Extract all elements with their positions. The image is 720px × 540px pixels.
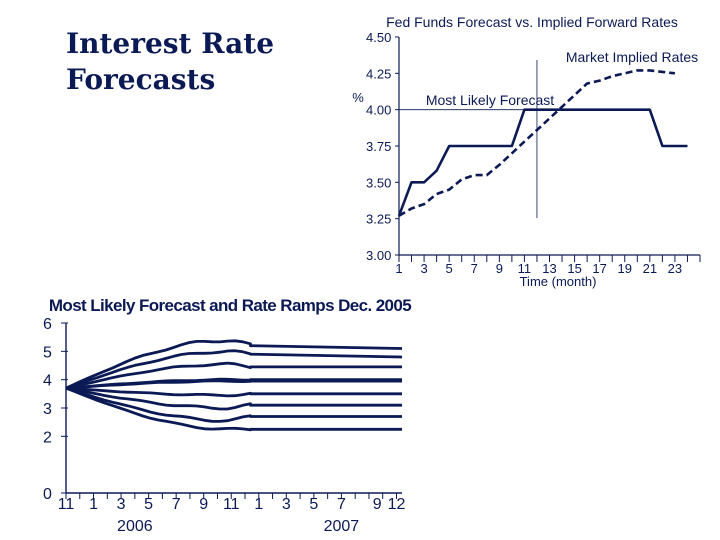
chart2-rate-ramp-line <box>65 377 402 390</box>
chart1-xtick-label: 19 <box>618 261 632 276</box>
chart2-xtick-label: 9 <box>199 496 208 513</box>
chart2-xtick-label: 7 <box>337 496 346 513</box>
chart1-xtick-label: 9 <box>496 261 503 276</box>
chart2-rate-ramp-line <box>65 379 402 390</box>
slide-title-line-1: Interest Rate <box>66 27 275 60</box>
chart1-ytick-label: 4.50 <box>366 30 391 45</box>
chart1-ytick-label: 3.50 <box>366 175 391 190</box>
slide-title-line-2: Forecasts <box>66 63 216 96</box>
chart2-ytick-label: 6 <box>43 316 52 333</box>
slide-title: Interest Rate Forecasts <box>66 26 326 98</box>
chart2-xtick-label: 1 <box>89 496 98 513</box>
chart1-xtick-label: 5 <box>446 261 453 276</box>
annotation-most-likely: Most Likely Forecast <box>426 92 554 108</box>
chart1-series-market-implied-rates <box>398 69 676 217</box>
chart2-xtick-label: 12 <box>388 496 406 513</box>
chart2-rate-ramp-line <box>65 361 402 390</box>
chart1-xtick-label: 21 <box>643 261 657 276</box>
chart2-xtick-label: 3 <box>282 496 291 513</box>
chart2-rate-ramp-line <box>65 386 402 398</box>
fed-funds-chart: Fed Funds Forecast vs. Implied Forward R… <box>352 14 701 289</box>
chart1-xtick-label: 23 <box>668 261 682 276</box>
chart2-ytick-label: 5 <box>43 344 52 361</box>
chart2-xgroup-label: 2007 <box>324 518 360 535</box>
chart1-ytick-label: 3.00 <box>366 248 391 263</box>
chart2-xtick-label: 1 <box>254 496 263 513</box>
chart1-xtick-label: 1 <box>395 261 402 276</box>
chart2-rate-ramp-line <box>65 349 403 390</box>
chart1-xlabel: Time (month) <box>520 274 597 289</box>
chart1-xtick-label: 17 <box>592 261 606 276</box>
chart2-rate-ramp-line <box>65 386 402 432</box>
chart2-ytick-label: 3 <box>43 401 52 418</box>
chart1-xtick-label: 11 <box>518 261 532 276</box>
chart1-ylabel: % <box>352 90 364 105</box>
chart1-series-most-likely-forecast <box>397 108 688 217</box>
chart1-ytick-label: 4.00 <box>366 103 391 118</box>
chart2-ytick-label: 0 <box>43 486 52 503</box>
chart1-ytick-label: 3.25 <box>366 212 391 227</box>
chart1-ytick-label: 4.25 <box>366 66 391 81</box>
chart2-xtick-label: 5 <box>144 496 153 513</box>
chart2-rate-ramp-line <box>65 339 403 390</box>
chart1-title: Fed Funds Forecast vs. Implied Forward R… <box>386 14 678 30</box>
chart2-ytick-label: 2 <box>43 429 52 446</box>
chart1-xtick-label: 3 <box>420 261 427 276</box>
chart2-xtick-label: 11 <box>223 496 240 513</box>
chart2-xtick-label: 5 <box>309 496 318 513</box>
chart2-xgroup-label: 2006 <box>117 518 153 535</box>
chart2-ytick-label: 4 <box>43 373 52 390</box>
chart2-xtick-label: 11 <box>58 496 75 513</box>
annotation-market-implied: Market Implied Rates <box>566 49 698 65</box>
chart1-ytick-label: 3.75 <box>366 139 391 154</box>
chart2-rate-ramp-line <box>65 386 402 423</box>
chart2-xtick-label: 7 <box>172 496 181 513</box>
chart1-xtick-label: 13 <box>542 261 556 276</box>
chart1-xtick-label: 7 <box>471 261 478 276</box>
chart2-xtick-label: 9 <box>373 496 382 513</box>
chart2-xtick-label: 3 <box>117 496 126 513</box>
chart2-rate-ramp-line <box>65 386 402 411</box>
chart1-xtick-label: 15 <box>567 261 581 276</box>
